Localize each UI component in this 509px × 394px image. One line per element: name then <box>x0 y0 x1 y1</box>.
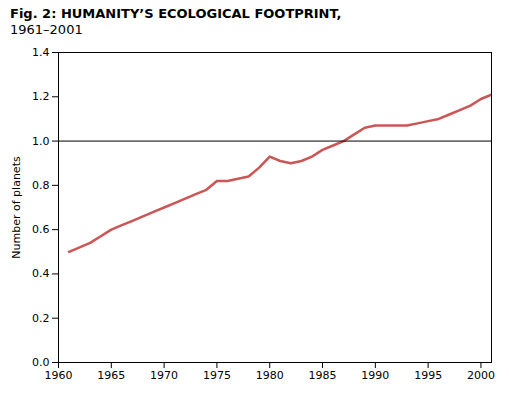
svg-text:1.4: 1.4 <box>32 46 50 59</box>
svg-text:1965: 1965 <box>97 369 125 382</box>
svg-text:1980: 1980 <box>256 369 284 382</box>
svg-text:0.8: 0.8 <box>32 179 50 192</box>
svg-text:0.4: 0.4 <box>32 267 50 280</box>
svg-text:1.0: 1.0 <box>32 135 50 148</box>
svg-text:2000: 2000 <box>467 369 495 382</box>
svg-text:0.6: 0.6 <box>32 223 50 236</box>
svg-text:1960: 1960 <box>45 369 73 382</box>
svg-text:1970: 1970 <box>150 369 178 382</box>
svg-text:0.0: 0.0 <box>32 356 50 369</box>
html-text:Fig. 2: HUMANITY’S ECOLOGICAL: Fig. 2: HUMANITY’S ECOLOGICAL FOOTPRINT, <box>10 6 342 21</box>
svg-text:1975: 1975 <box>203 369 231 382</box>
svg-text:1990: 1990 <box>361 369 389 382</box>
svg-text:0.2: 0.2 <box>32 312 50 325</box>
svg-text:1995: 1995 <box>414 369 442 382</box>
svg-text:Number of planets: Number of planets <box>10 156 23 259</box>
html-text:1961–2001: 1961–2001 <box>10 22 83 37</box>
svg-text:1.2: 1.2 <box>32 90 50 103</box>
svg-text:1985: 1985 <box>309 369 337 382</box>
